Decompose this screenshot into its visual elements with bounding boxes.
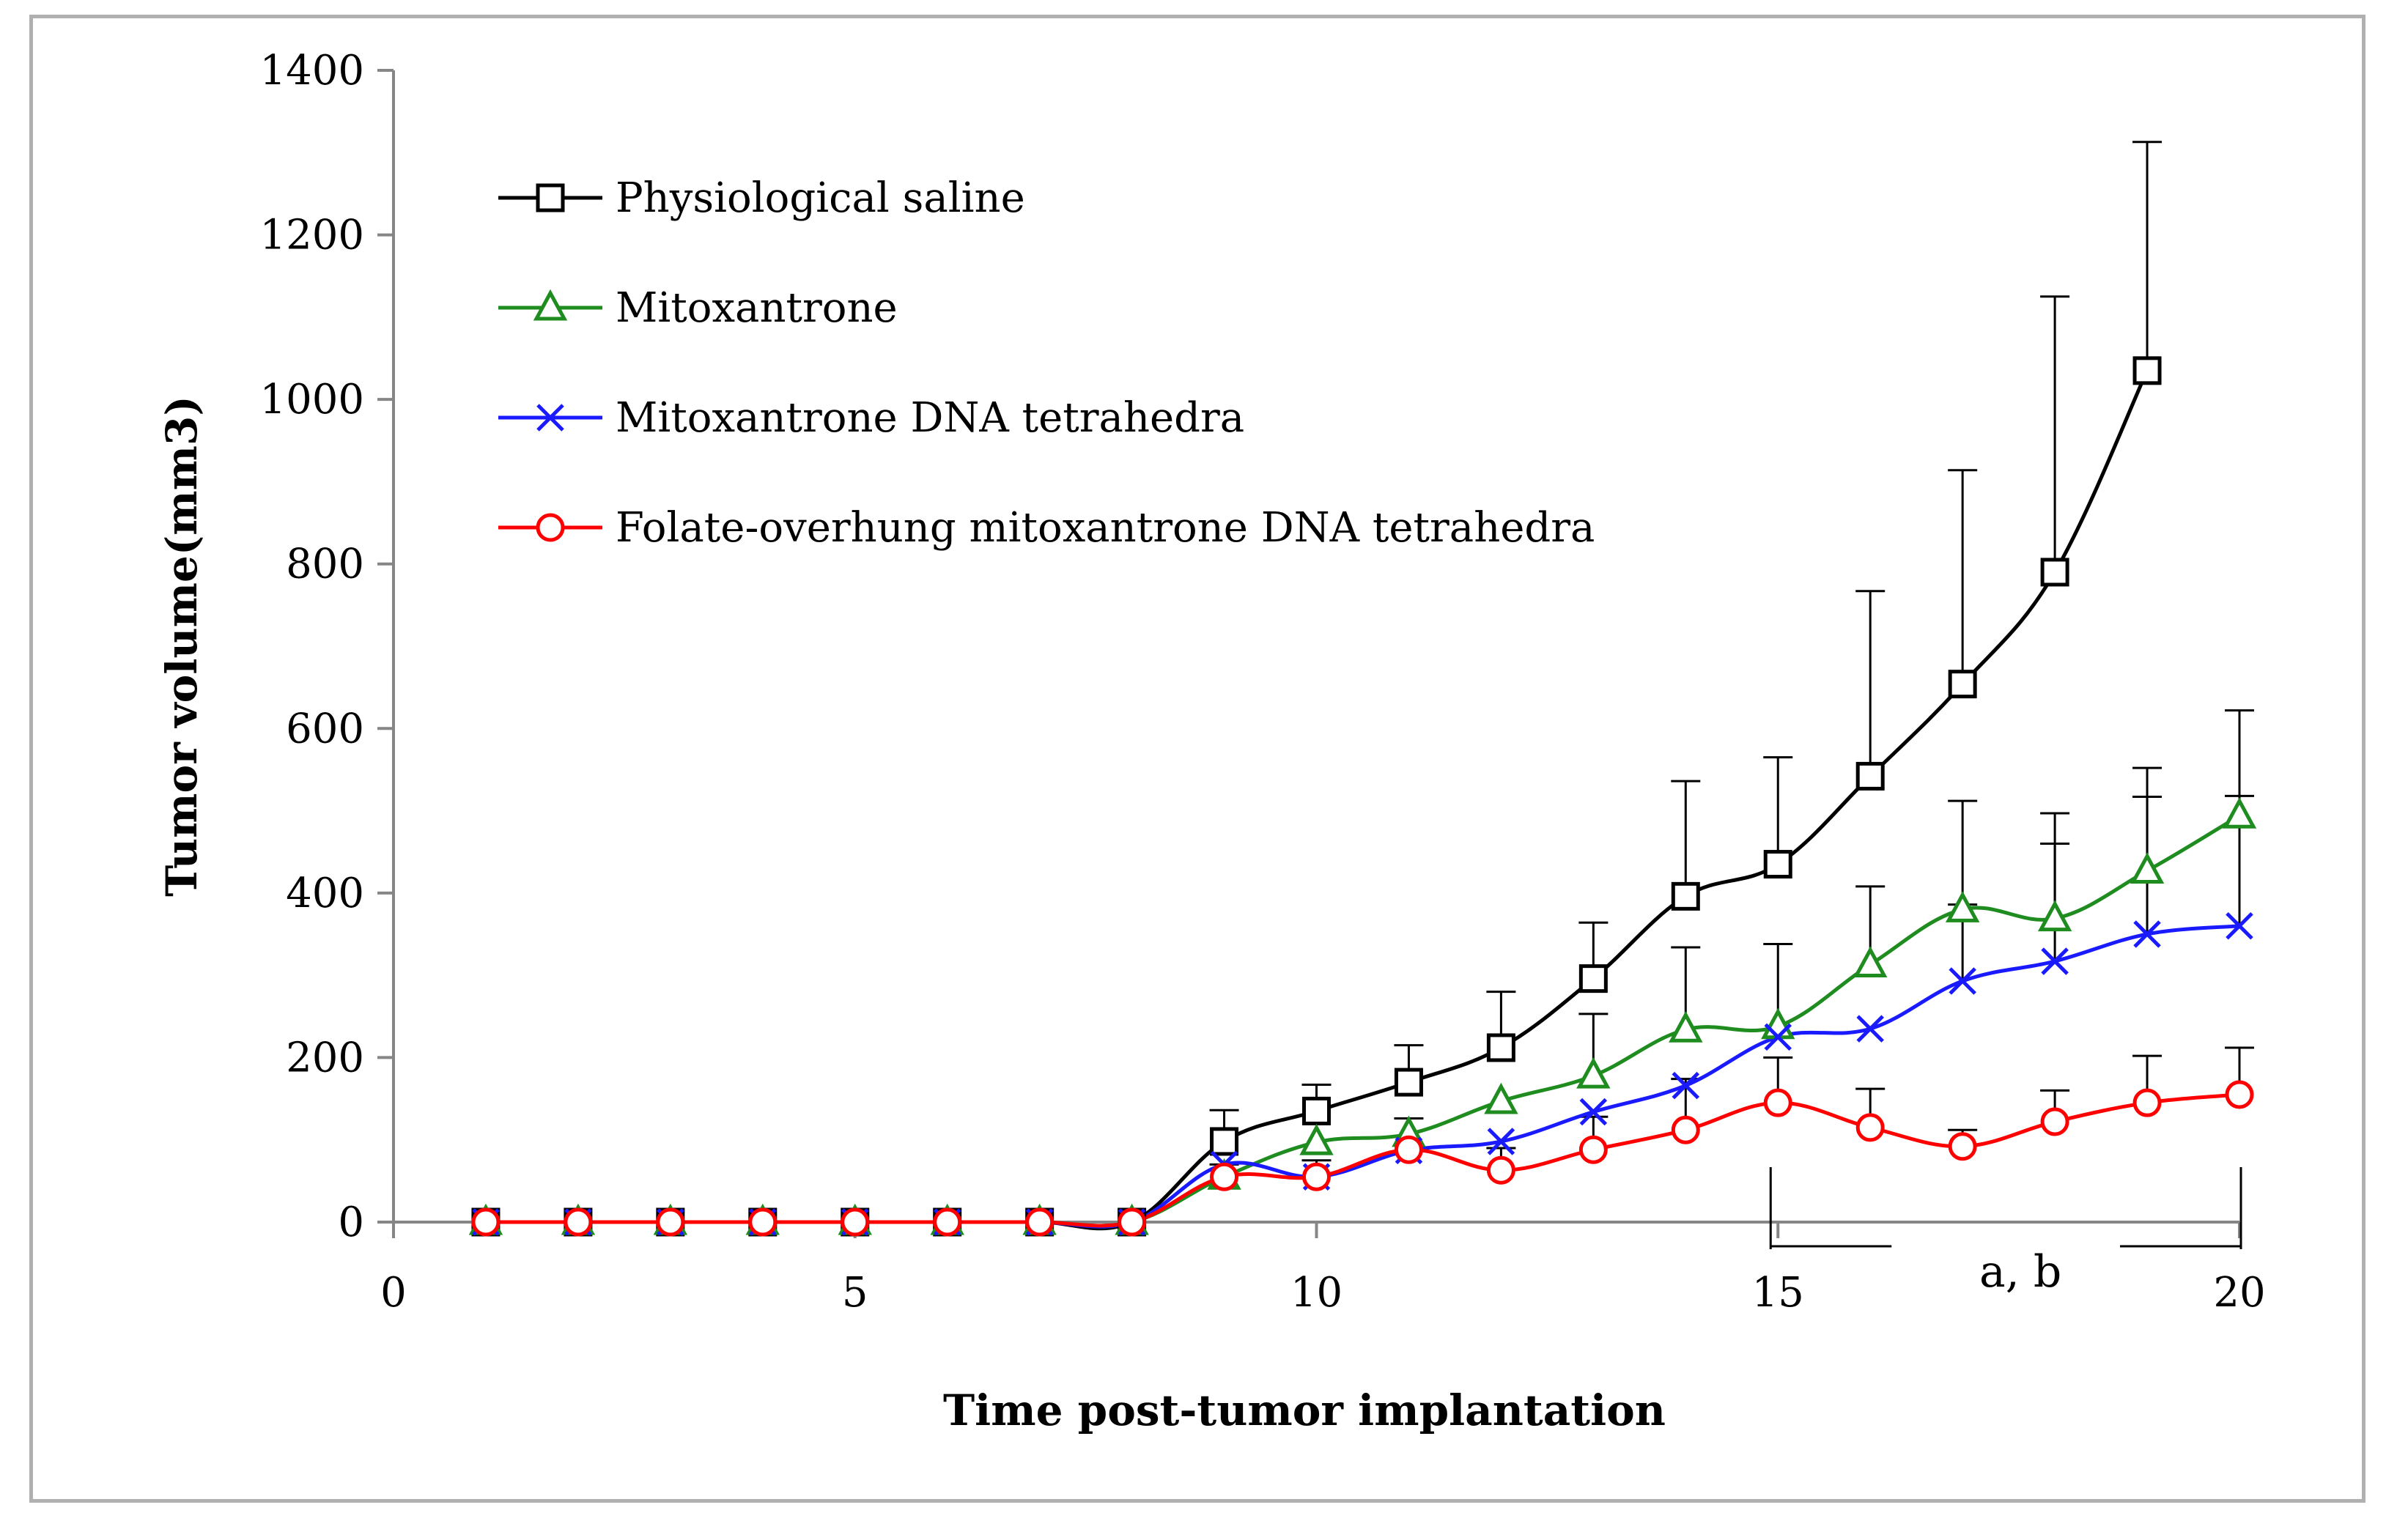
data-point-2	[1764, 1023, 1792, 1051]
data-point-2	[2226, 912, 2253, 940]
y-tick-label: 800	[286, 541, 364, 588]
legend-label: Mitoxantrone	[616, 284, 898, 332]
x-marker-stroke	[1672, 1071, 1700, 1100]
x-tick-label: 5	[842, 1269, 868, 1317]
x-tick-label: 20	[2213, 1269, 2265, 1317]
x-marker-stroke	[2226, 912, 2253, 940]
data-point-0	[2132, 356, 2162, 385]
y-tick-label: 1200	[259, 212, 364, 259]
data-point-3	[2040, 1107, 2069, 1136]
legend-marker	[536, 513, 565, 542]
data-point-3	[1671, 1115, 1700, 1144]
data-point-1	[1484, 1082, 1518, 1114]
series-lines	[485, 369, 2241, 1231]
data-point-0	[1578, 964, 1608, 993]
x-marker-stroke	[1949, 967, 1976, 995]
data-point-2	[2041, 947, 2069, 975]
x-marker-stroke	[1579, 1098, 1608, 1126]
data-point-2	[1487, 1128, 1515, 1155]
data-point-0	[1763, 850, 1792, 879]
data-point-0	[1486, 1033, 1515, 1062]
data-point-1	[1853, 946, 1888, 978]
x-marker-stroke	[2133, 920, 2161, 948]
legend-item: Mitoxantrone	[498, 284, 898, 332]
data-point-3	[748, 1207, 778, 1237]
data-point-3	[1855, 1113, 1885, 1142]
data-point-0	[1671, 881, 1700, 911]
data-point-3	[1948, 1132, 1977, 1161]
legend-marker	[536, 404, 564, 432]
legend-label: Physiological saline	[616, 174, 1025, 222]
x-marker-stroke	[536, 404, 564, 432]
significance-annotation: a, b	[1769, 1167, 2242, 1298]
y-tick-label: 1400	[259, 47, 364, 95]
error-bars	[1209, 141, 2254, 1177]
data-point-3	[933, 1207, 962, 1237]
legend-marker	[536, 183, 565, 212]
legend-item: Physiological saline	[498, 174, 1025, 222]
series-line-2	[485, 924, 2240, 1229]
data-point-0	[1855, 761, 1885, 791]
data-point-0	[1394, 1067, 1423, 1097]
data-point-2	[1672, 1071, 1700, 1100]
data-point-3	[1763, 1088, 1792, 1117]
data-point-3	[2132, 1088, 2162, 1117]
data-point-3	[1486, 1155, 1515, 1185]
data-point-2	[1579, 1098, 1608, 1126]
series-markers	[468, 356, 2257, 1237]
data-point-1	[1299, 1123, 1334, 1155]
data-point-3	[1394, 1135, 1423, 1164]
y-tick-label: 0	[338, 1199, 364, 1246]
data-point-1	[2037, 900, 2072, 932]
data-point-1	[1945, 891, 1980, 922]
data-point-1	[1669, 1011, 1703, 1043]
x-tick-label: 15	[1752, 1269, 1804, 1317]
data-point-2	[1856, 1015, 1884, 1043]
data-point-1	[1576, 1057, 1611, 1089]
data-point-3	[841, 1207, 870, 1237]
data-point-3	[1210, 1162, 1239, 1191]
annotation-label: a, b	[1979, 1246, 2061, 1298]
y-axis-title: Tumor volume(mm3)	[157, 396, 207, 897]
x-marker-stroke	[1487, 1128, 1515, 1155]
data-point-3	[1025, 1207, 1055, 1237]
x-marker-stroke	[1764, 1023, 1792, 1051]
data-point-3	[2225, 1080, 2254, 1109]
chart-frame	[29, 15, 2365, 1503]
y-tick-label: 400	[286, 870, 364, 917]
data-point-3	[656, 1207, 685, 1237]
legend-item: Mitoxantrone DNA tetrahedra	[498, 394, 1244, 442]
x-tick-label: 0	[380, 1269, 407, 1317]
data-point-0	[1210, 1127, 1239, 1156]
x-axis-title: Time post-tumor implantation	[943, 1385, 1666, 1435]
series-line-3	[485, 1092, 2240, 1228]
data-point-0	[1948, 670, 1977, 699]
data-point-1	[2130, 852, 2165, 884]
x-tick-label: 10	[1290, 1269, 1343, 1317]
legend-label: Folate-overhung mitoxantrone DNA tetrahe…	[616, 504, 1595, 552]
data-point-3	[1118, 1207, 1147, 1237]
data-point-3	[1302, 1162, 1331, 1191]
legend-item: Folate-overhung mitoxantrone DNA tetrahe…	[498, 504, 1595, 552]
y-tick-label: 200	[286, 1034, 364, 1081]
y-tick-label: 1000	[259, 376, 364, 423]
legend: Physiological saline Mitoxantrone Mitoxant…	[498, 174, 1595, 552]
data-point-2	[2133, 920, 2161, 948]
legend-label: Mitoxantrone DNA tetrahedra	[616, 394, 1244, 442]
data-point-0	[2040, 558, 2069, 587]
y-tick-label: 600	[286, 705, 364, 752]
data-point-1	[2222, 797, 2257, 829]
data-point-1	[1761, 1007, 1795, 1040]
x-marker-stroke	[1856, 1015, 1884, 1043]
data-point-3	[471, 1207, 501, 1237]
data-point-3	[1578, 1135, 1608, 1164]
legend-marker	[533, 289, 568, 321]
x-marker-stroke	[2041, 947, 2069, 975]
data-point-0	[1302, 1096, 1331, 1125]
data-point-3	[564, 1207, 593, 1237]
data-point-2	[1949, 967, 1976, 995]
